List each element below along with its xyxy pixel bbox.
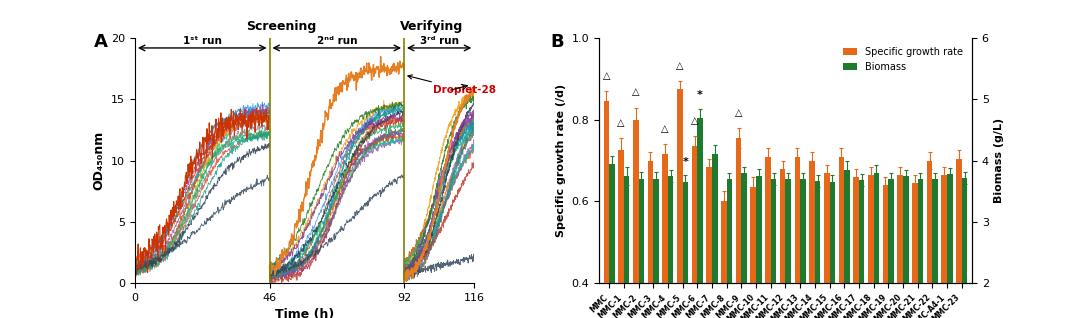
Bar [662,155,667,318]
Text: *: * [683,156,688,167]
Bar [932,179,937,318]
Bar [829,182,835,318]
Bar [785,179,791,318]
Y-axis label: Specific growth rate (/d): Specific growth rate (/d) [556,84,566,237]
Text: △: △ [691,116,699,126]
Bar [667,176,674,318]
Text: △: △ [632,87,639,97]
Bar [721,201,727,318]
Bar [741,173,747,318]
Bar [947,174,953,318]
Text: B: B [551,33,564,51]
Bar [780,169,785,318]
Text: Droplet-28: Droplet-28 [408,75,497,95]
Text: Screening: Screening [246,20,316,33]
Bar [633,120,638,318]
Bar [814,181,821,318]
Bar [956,159,961,318]
Bar [824,173,829,318]
Bar [604,101,609,318]
Bar [918,179,923,318]
Bar [942,175,947,318]
Bar [653,179,659,318]
Text: Verifying: Verifying [401,20,463,33]
Bar [638,179,644,318]
Bar [888,179,894,318]
Bar [618,150,624,318]
Y-axis label: Biomass (g/L): Biomass (g/L) [995,118,1004,203]
Text: *: * [698,90,703,100]
Bar [712,155,717,318]
Bar [897,175,903,318]
Text: △: △ [661,124,669,134]
Text: △: △ [603,71,610,81]
Bar [795,156,800,318]
Bar [845,170,850,318]
X-axis label: Time (h): Time (h) [275,308,334,318]
Bar [624,176,630,318]
Bar [868,175,874,318]
Bar [677,89,683,318]
Bar [706,167,712,318]
Bar [765,156,771,318]
Bar [882,185,888,318]
Bar [859,180,864,318]
Text: A: A [94,33,108,51]
Legend: Specific growth rate, Biomass: Specific growth rate, Biomass [839,43,967,76]
Bar [913,183,918,318]
Text: △: △ [618,118,625,128]
Bar [683,182,688,318]
Bar [727,179,732,318]
Bar [648,161,653,318]
Text: △: △ [734,108,742,118]
Text: △: △ [676,61,684,71]
Bar [809,161,814,318]
Bar [903,176,908,318]
Bar [927,161,932,318]
Bar [609,164,615,318]
Bar [838,156,845,318]
Bar [756,176,761,318]
Text: 3ʳᵈ run: 3ʳᵈ run [420,36,459,46]
Text: 2ⁿᵈ run: 2ⁿᵈ run [316,36,357,46]
Bar [961,178,968,318]
Bar [853,177,859,318]
Bar [800,179,806,318]
Bar [691,146,698,318]
Bar [751,187,756,318]
Bar [735,138,741,318]
Bar [874,173,879,318]
Bar [698,118,703,318]
Bar [771,179,777,318]
Text: 1ˢᵗ run: 1ˢᵗ run [183,36,221,46]
Y-axis label: OD₄₅₀nm: OD₄₅₀nm [93,131,106,190]
